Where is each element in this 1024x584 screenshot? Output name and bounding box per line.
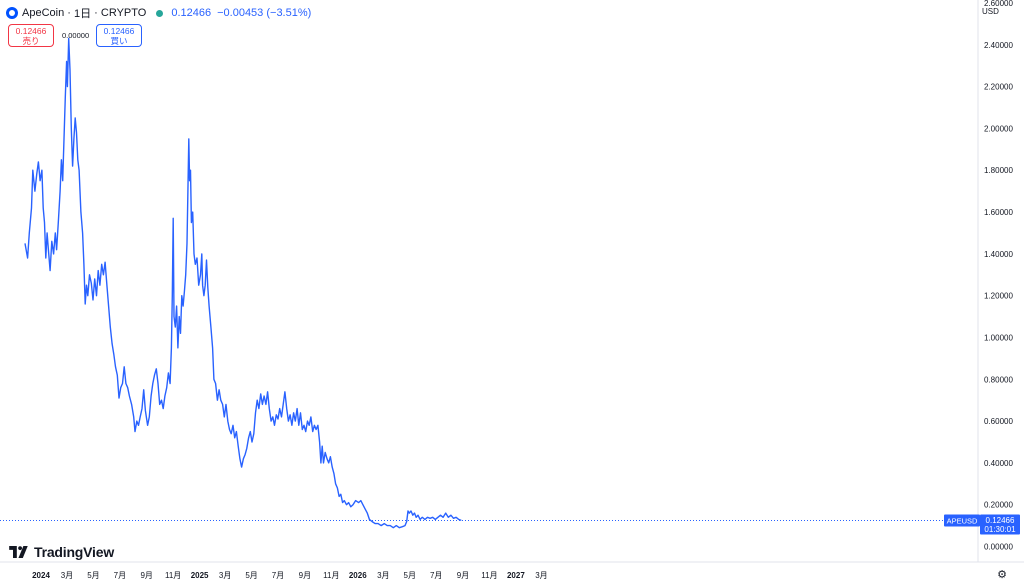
y-tick-label: 1.00000 bbox=[984, 333, 1013, 342]
sell-price: 0.12466 bbox=[15, 25, 47, 36]
tradingview-logo-text: TradingView bbox=[34, 544, 115, 560]
currency-selector[interactable]: USD bbox=[982, 7, 999, 16]
y-tick-label: 0.20000 bbox=[984, 501, 1013, 510]
x-tick-label: 3月 bbox=[219, 571, 231, 580]
buy-label: 買い bbox=[110, 35, 128, 46]
x-tick-label: 9月 bbox=[299, 571, 311, 580]
exchange-label: CRYPTO bbox=[100, 7, 147, 19]
y-axis-ticks: 2.60000 2.40000 2.20000 2.00000 1.80000 1.600… bbox=[984, 0, 1013, 552]
sell-label: 売り bbox=[22, 35, 40, 46]
sell-button[interactable]: 0.12466 売り bbox=[8, 24, 54, 47]
y-tick-label: 1.80000 bbox=[984, 166, 1013, 175]
buy-button[interactable]: 0.12466 買い bbox=[96, 24, 142, 47]
x-tick-label: 2025 bbox=[191, 571, 209, 580]
y-tick-label: 0.40000 bbox=[984, 459, 1013, 468]
market-status-dot-icon bbox=[156, 9, 164, 17]
spread-value: 0.00000 bbox=[62, 31, 90, 40]
price-tag-countdown: 01:30:01 bbox=[984, 525, 1016, 534]
tradingview-logo[interactable]: TradingView bbox=[9, 544, 114, 560]
y-tick-label: 1.40000 bbox=[984, 250, 1013, 259]
last-price: 0.12466 bbox=[171, 7, 212, 19]
price-change: −0.00453 (−3.51%) bbox=[217, 7, 312, 19]
y-tick-label: 1.60000 bbox=[984, 208, 1013, 217]
trade-panel: 0.12466 売り 0.00000 0.12466 買い bbox=[8, 24, 142, 47]
x-tick-label: 5月 bbox=[87, 571, 99, 580]
interval-label[interactable]: 1日 bbox=[73, 8, 92, 20]
x-tick-label: 5月 bbox=[245, 571, 257, 580]
x-tick-label: 5月 bbox=[404, 571, 416, 580]
price-tag-value-box bbox=[980, 514, 1020, 535]
price-tag: APEUSD 0.12466 01:30:01 bbox=[944, 514, 1020, 535]
price-tag-symbol-box bbox=[944, 514, 980, 527]
x-tick-label: 11月 bbox=[165, 571, 181, 580]
x-tick-label: 3月 bbox=[535, 571, 547, 580]
y-tick-label: 2.00000 bbox=[984, 124, 1013, 133]
x-tick-label: 9月 bbox=[457, 571, 469, 580]
x-tick-label: 7月 bbox=[430, 571, 442, 580]
y-tick-label: 2.60000 bbox=[984, 0, 1013, 8]
x-tick-label: 2024 bbox=[32, 571, 50, 580]
x-tick-label: 3月 bbox=[61, 571, 73, 580]
buy-price: 0.12466 bbox=[103, 25, 135, 36]
y-tick-label: 0.00000 bbox=[984, 543, 1013, 552]
x-tick-label: 11月 bbox=[323, 571, 339, 580]
price-tag-value: 0.12466 bbox=[986, 516, 1015, 525]
settings-gear-icon[interactable]: ⚙ bbox=[997, 568, 1007, 581]
title-separator: · bbox=[64, 7, 74, 19]
price-series-line bbox=[24, 37, 462, 529]
price-tag-symbol: APEUSD bbox=[947, 516, 978, 525]
x-tick-label: 11月 bbox=[481, 571, 497, 580]
symbol-header[interactable]: ApeCoin · 1日 · CRYPTO 0.12466 −0.00453 (… bbox=[6, 5, 311, 21]
symbol-name[interactable]: ApeCoin bbox=[22, 7, 65, 19]
tradingview-logo-icon bbox=[9, 546, 28, 558]
y-tick-label: 0.80000 bbox=[984, 375, 1013, 384]
x-tick-label: 2026 bbox=[349, 571, 367, 580]
title-separator: · bbox=[91, 7, 101, 19]
y-tick-label: 0.60000 bbox=[984, 417, 1013, 426]
x-axis-ticks: 2024 3月 5月 7月 9月 11月 2025 3月 5月 7月 9月 11月 2026 3月 5月 7月… bbox=[32, 571, 548, 580]
x-tick-label: 3月 bbox=[377, 571, 389, 580]
y-tick-label: 2.40000 bbox=[984, 41, 1013, 50]
apecoin-logo-icon bbox=[6, 7, 18, 19]
x-tick-label: 7月 bbox=[272, 571, 284, 580]
x-tick-label: 7月 bbox=[114, 571, 126, 580]
y-tick-label: 2.20000 bbox=[984, 83, 1013, 92]
y-tick-label: 1.20000 bbox=[984, 292, 1013, 301]
x-tick-label: 2027 bbox=[507, 571, 525, 580]
x-tick-label: 9月 bbox=[140, 571, 152, 580]
